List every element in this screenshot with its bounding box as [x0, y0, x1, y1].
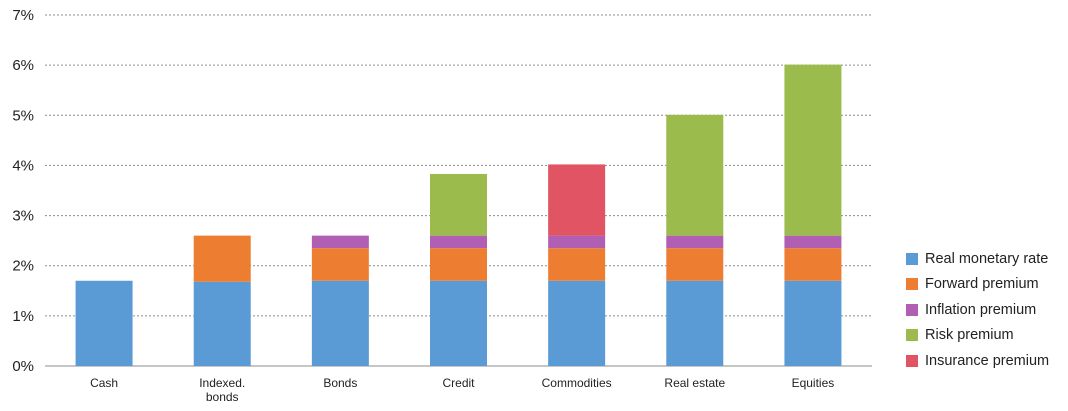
legend-item-insurance-premium: Insurance premium — [906, 348, 1066, 374]
x-tick-label: Commodities — [542, 376, 612, 390]
x-tick-label-line: bonds — [206, 390, 239, 404]
legend-swatch — [906, 329, 918, 342]
x-tick-label: Indexed. bonds — [199, 376, 245, 404]
x-tick-label-line: Credit — [442, 376, 475, 390]
bar-segment-risk-premium — [784, 64, 842, 236]
legend-label: Inflation premium — [925, 301, 1037, 318]
bar-segment-inflation-premium — [548, 235, 606, 249]
y-tick-label: 2% — [12, 258, 34, 275]
bar-segment-inflation-premium — [311, 235, 369, 249]
bar-segment-real-monetary-rate — [784, 280, 842, 366]
bar-segment-real-monetary-rate — [548, 280, 606, 366]
legend-item-risk-premium: Risk premium — [906, 323, 1066, 349]
legend-swatch — [906, 252, 918, 265]
bar-segment-forward-premium — [548, 248, 606, 281]
x-tick-label: Credit — [442, 376, 475, 390]
legend-label: Risk premium — [925, 327, 1014, 344]
bar-segment-insurance-premium — [548, 164, 606, 236]
legend-swatch — [906, 278, 918, 291]
y-tick-label: 5% — [12, 107, 34, 124]
legend-item-forward-premium: Forward premium — [906, 272, 1066, 298]
x-tick-label-line: Commodities — [542, 376, 612, 390]
legend-label: Real monetary rate — [925, 250, 1049, 267]
x-tick-label: Cash — [90, 376, 118, 390]
legend-item-real-monetary-rate: Real monetary rate — [906, 246, 1066, 272]
y-tick-label: 3% — [12, 208, 34, 225]
bar-segment-real-monetary-rate — [75, 280, 133, 366]
bar-segment-inflation-premium — [666, 235, 724, 249]
y-tick-label: 1% — [12, 308, 34, 325]
y-tick-label: 4% — [12, 157, 34, 174]
x-tick-label-line: Indexed. — [199, 376, 245, 390]
bar-segment-forward-premium — [311, 248, 369, 281]
legend-swatch — [906, 303, 918, 316]
x-tick-label-line: Cash — [90, 376, 118, 390]
x-tick-label: Equities — [792, 376, 835, 390]
x-tick-label-line: Real estate — [664, 376, 725, 390]
x-tick-label: Real estate — [664, 376, 725, 390]
bar-segment-forward-premium — [666, 248, 724, 281]
x-tick-label-line: Equities — [792, 376, 835, 390]
bar-segment-real-monetary-rate — [430, 280, 487, 366]
bar-segment-forward-premium — [193, 235, 251, 282]
legend-label: Forward premium — [925, 276, 1039, 293]
bar-segment-forward-premium — [430, 248, 487, 281]
y-tick-label: 0% — [12, 358, 34, 375]
bar-segment-risk-premium — [666, 114, 724, 236]
x-tick-label-line: Bonds — [323, 376, 357, 390]
bar-segment-inflation-premium — [784, 235, 842, 249]
y-tick-label: 6% — [12, 57, 34, 74]
bar-segment-risk-premium — [430, 173, 487, 236]
legend: Real monetary rate Forward premium Infla… — [906, 246, 1066, 374]
legend-swatch — [906, 354, 918, 367]
bar-segment-forward-premium — [784, 248, 842, 281]
legend-label: Insurance premium — [925, 352, 1050, 369]
bar-segment-real-monetary-rate — [666, 280, 724, 366]
bar-segment-inflation-premium — [430, 235, 487, 249]
bar-segment-real-monetary-rate — [193, 281, 251, 366]
x-tick-label: Bonds — [323, 376, 357, 390]
legend-item-inflation-premium: Inflation premium — [906, 297, 1066, 323]
y-tick-label: 7% — [12, 7, 34, 24]
bar-segment-real-monetary-rate — [311, 280, 369, 366]
